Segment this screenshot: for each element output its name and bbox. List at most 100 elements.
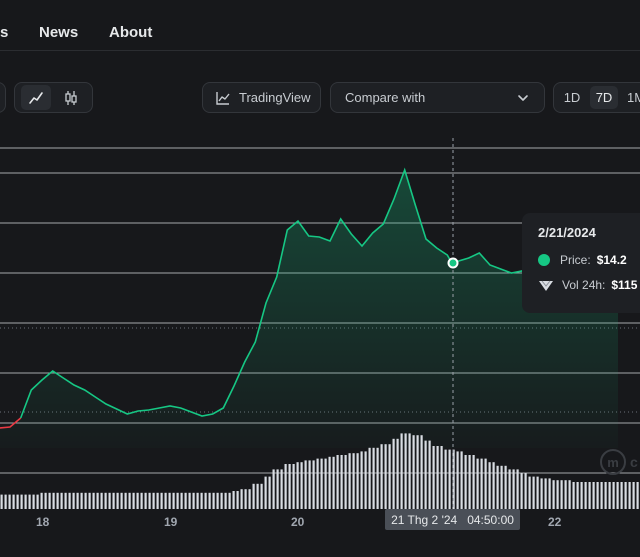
volume-bar — [476, 458, 479, 509]
volume-bar — [60, 492, 63, 509]
chart-style-toggle — [14, 82, 93, 113]
volume-bar — [516, 469, 519, 509]
volume-bar — [428, 440, 431, 509]
tradingview-button[interactable]: TradingView — [202, 82, 321, 113]
volume-bar — [340, 455, 343, 509]
price-area-fill — [0, 170, 618, 448]
nav-item-partial[interactable]: s — [0, 24, 9, 41]
volume-bar — [320, 458, 323, 509]
volume-bar — [280, 469, 283, 509]
volume-bar — [172, 492, 175, 509]
volume-bar — [368, 447, 371, 509]
volume-bar — [568, 480, 571, 509]
volume-bar — [472, 455, 475, 509]
crosshair-time: 04:50:00 — [467, 512, 514, 527]
volume-bar — [140, 492, 143, 509]
volume-bar — [524, 473, 527, 509]
volume-bar — [380, 444, 383, 509]
volume-bar — [156, 492, 159, 509]
volume-bar — [620, 482, 623, 509]
price-chart[interactable] — [0, 138, 640, 509]
volume-bar — [488, 462, 491, 509]
volume-bar — [256, 483, 259, 509]
chart-type-button[interactable] — [0, 82, 6, 113]
volume-bar — [284, 464, 287, 509]
nav-item-news[interactable]: News — [39, 24, 79, 41]
range-1d[interactable]: 1D — [563, 90, 581, 105]
volume-bar — [480, 458, 483, 509]
x-axis-label-20: 20 — [291, 515, 305, 529]
volume-bar — [504, 465, 507, 509]
volume-bar — [116, 492, 119, 509]
volume-bar — [492, 462, 495, 509]
volume-bar — [372, 447, 375, 509]
candlestick-icon[interactable] — [57, 85, 87, 110]
compare-with-select[interactable]: Compare with — [330, 82, 545, 113]
volume-bar — [64, 492, 67, 509]
tooltip-volume-value: $115 — [611, 278, 638, 292]
volume-bar — [408, 433, 411, 509]
tooltip-volume-label: Vol 24h: — [562, 278, 606, 292]
volume-bar — [356, 453, 359, 509]
volume-bar — [560, 480, 563, 509]
range-1m[interactable]: 1M — [626, 90, 640, 105]
volume-bar — [12, 494, 15, 509]
volume-bar — [460, 451, 463, 509]
volume-bar — [604, 482, 607, 509]
volume-bar — [272, 469, 275, 509]
volume-bar — [240, 489, 243, 509]
volume-bar — [120, 492, 123, 509]
volume-bar — [308, 460, 311, 509]
volume-bar — [184, 492, 187, 509]
volume-bar — [136, 492, 139, 509]
nav-item-about[interactable]: About — [109, 24, 153, 41]
volume-bar — [600, 482, 603, 509]
volume-bar — [148, 492, 151, 509]
volume-bar — [360, 451, 363, 509]
crosshair-time-badge: 21 Thg 2 '24 04:50:00 — [385, 509, 520, 530]
volume-bar — [404, 433, 407, 509]
volume-bar — [128, 492, 131, 509]
volume-bar — [260, 483, 263, 509]
volume-bar — [412, 435, 415, 509]
volume-bar — [452, 449, 455, 509]
volume-bar — [4, 494, 7, 509]
volume-bar — [300, 462, 303, 509]
volume-bar — [252, 483, 255, 509]
volume-bar — [212, 492, 215, 509]
x-axis-label-22: 22 — [548, 515, 562, 529]
volume-bar — [100, 492, 103, 509]
volume-bar — [456, 451, 459, 509]
volume-bar — [588, 482, 591, 509]
volume-bar — [584, 482, 587, 509]
volume-bar — [112, 492, 115, 509]
tooltip-price-value: $14.2 — [596, 253, 627, 267]
volume-bar — [596, 482, 599, 509]
volume-bar — [180, 492, 183, 509]
x-axis-label-19: 19 — [164, 515, 178, 529]
line-chart-icon[interactable] — [21, 85, 51, 110]
price-line-up — [19, 167, 619, 419]
volume-bar — [0, 494, 3, 509]
volume-bar — [548, 478, 551, 509]
volume-bar — [332, 456, 335, 509]
volume-bar — [292, 464, 295, 509]
volume-bar — [520, 473, 523, 509]
volume-bar — [632, 482, 635, 509]
volume-bar — [208, 492, 211, 509]
volume-bar — [364, 451, 367, 509]
volume-bar — [336, 455, 339, 509]
volume-bar — [420, 435, 423, 509]
volume-bar — [500, 465, 503, 509]
volume-bar — [288, 464, 291, 509]
volume-bar — [144, 492, 147, 509]
volume-bar — [576, 482, 579, 509]
range-7d[interactable]: 7D — [590, 86, 618, 109]
volume-bar — [224, 492, 227, 509]
volume-bar — [56, 492, 59, 509]
volume-bar — [36, 494, 39, 509]
volume-bar — [432, 446, 435, 509]
tradingview-label: TradingView — [239, 90, 311, 105]
volume-bar — [32, 494, 35, 509]
tooltip-price-row: Price: $14.2 — [538, 253, 627, 267]
